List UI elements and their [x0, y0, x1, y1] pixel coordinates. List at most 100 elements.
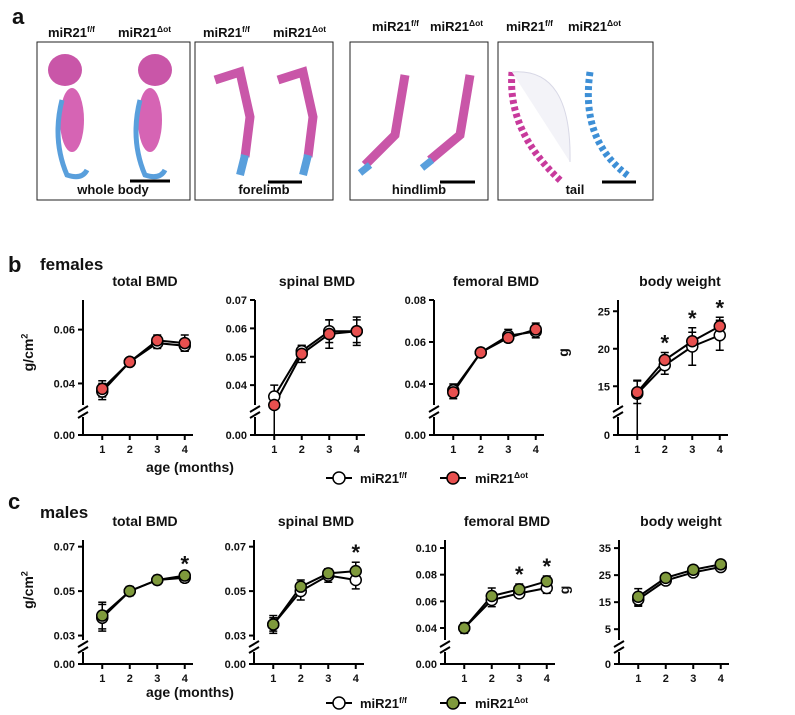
photo-caption: forelimb	[238, 182, 289, 197]
series-line	[637, 563, 721, 598]
y-tick-label: 0.00	[54, 430, 75, 442]
y-tick-label: 0.00	[405, 430, 426, 442]
data-point	[295, 347, 308, 361]
genotype-label-sup: f/f	[411, 18, 419, 28]
significance-star: *	[515, 562, 524, 587]
y-tick-label: 25	[599, 570, 611, 582]
chart-title: spinal BMD	[278, 513, 354, 529]
legend-label-sup: Δot	[514, 470, 528, 480]
significance-star: *	[660, 331, 669, 356]
legend-label-base: miR21	[475, 696, 514, 711]
y-tick-label: 0.00	[416, 659, 437, 671]
x-tick-label: 4	[182, 444, 189, 456]
genotype-label: miR21Δot	[118, 24, 171, 40]
axis-break	[612, 411, 624, 419]
x-tick-label: 1	[99, 444, 105, 456]
x-tick-label: 2	[478, 444, 484, 456]
genotype-label-sup: f/f	[242, 24, 250, 34]
legend-label-base: miR21	[360, 471, 399, 486]
data-point	[96, 609, 109, 622]
y-tick-label: 0.04	[405, 379, 427, 391]
y-axis-label: g/cm2	[19, 571, 36, 609]
y-tick-label: 0.05	[225, 586, 246, 598]
legend-label: miR21Δot	[475, 470, 528, 486]
photo-caption: hindlimb	[392, 182, 446, 197]
y-axis-label-base: g/cm	[20, 339, 36, 372]
axis-break	[77, 640, 89, 648]
axis-break	[613, 640, 625, 648]
genotype-label: miR21f/f	[506, 18, 553, 34]
group-label: females	[40, 255, 103, 274]
y-tick-label: 0.07	[226, 295, 247, 307]
chart-title: spinal BMD	[279, 273, 355, 289]
data-point	[268, 398, 281, 412]
x-tick-label: 2	[662, 444, 668, 456]
x-tick-label: 2	[663, 673, 669, 685]
y-tick-label: 0	[604, 430, 610, 442]
data-point	[151, 334, 164, 347]
x-tick-label: 4	[353, 673, 360, 685]
y-tick-label: 0.07	[225, 542, 246, 554]
data-point	[513, 583, 526, 596]
y-tick-label: 0.00	[226, 430, 247, 442]
genotype-label-base: miR21	[430, 19, 469, 34]
x-tick-label: 1	[271, 444, 277, 456]
skeleton-whole-body	[48, 54, 172, 180]
legend-label: miR21f/f	[360, 695, 407, 711]
genotype-label-base: miR21	[273, 25, 312, 40]
x-tick-label: 1	[99, 673, 105, 685]
x-tick-label: 4	[182, 673, 189, 685]
data-point	[540, 575, 553, 588]
y-tick-label: 25	[598, 306, 610, 318]
data-point	[632, 590, 645, 604]
data-point	[447, 386, 460, 399]
data-point	[151, 573, 164, 587]
y-tick-label: 0.05	[54, 586, 75, 598]
photo-panels	[36, 41, 654, 201]
genotype-label-base: miR21	[568, 19, 607, 34]
data-point	[123, 355, 136, 369]
y-tick-label: 35	[599, 543, 611, 555]
genotype-label-base: miR21	[506, 19, 545, 34]
y-axis-label-base: g	[556, 586, 572, 595]
y-axis-label-base: g/cm	[20, 576, 36, 609]
x-tick-label: 3	[325, 673, 331, 685]
y-tick-label: 0.10	[416, 543, 437, 555]
x-tick-label: 2	[127, 444, 133, 456]
chart-title: femoral BMD	[464, 513, 550, 529]
axis-break	[248, 646, 260, 654]
genotype-label-base: miR21	[118, 25, 157, 40]
panel-label: c	[8, 489, 20, 514]
x-tick-label: 2	[127, 673, 133, 685]
legend-label-sup: f/f	[399, 470, 407, 480]
y-tick-label: 0.03	[54, 631, 75, 643]
data-point	[686, 335, 699, 348]
x-tick-label: 3	[154, 444, 160, 456]
y-tick-label: 0.07	[54, 542, 75, 554]
data-point	[178, 569, 191, 582]
group-label: males	[40, 503, 88, 522]
x-tick-label: 4	[533, 444, 540, 456]
skeleton-forelimb	[213, 66, 318, 176]
data-point	[349, 564, 362, 578]
chart-title: body weight	[640, 513, 722, 529]
genotype-label-sup: Δot	[157, 24, 171, 34]
series-line	[463, 580, 548, 629]
data-point	[631, 386, 644, 399]
data-point	[714, 558, 727, 571]
data-point	[529, 323, 542, 336]
genotype-label-sup: f/f	[87, 24, 95, 34]
y-axis-label: g/cm2	[19, 334, 36, 372]
y-tick-label: 0.06	[405, 337, 426, 349]
y-tick-label: 0.03	[225, 631, 246, 643]
genotype-label-sup: Δot	[312, 24, 326, 34]
x-tick-label: 3	[326, 444, 332, 456]
x-tick-label: 2	[298, 673, 304, 685]
axis-break	[77, 646, 89, 654]
legend-marker	[446, 696, 460, 710]
y-tick-label: 0.05	[226, 352, 247, 364]
significance-star: *	[351, 540, 360, 565]
data-point	[658, 353, 671, 367]
data-point	[96, 382, 109, 396]
x-tick-label: 3	[505, 444, 511, 456]
